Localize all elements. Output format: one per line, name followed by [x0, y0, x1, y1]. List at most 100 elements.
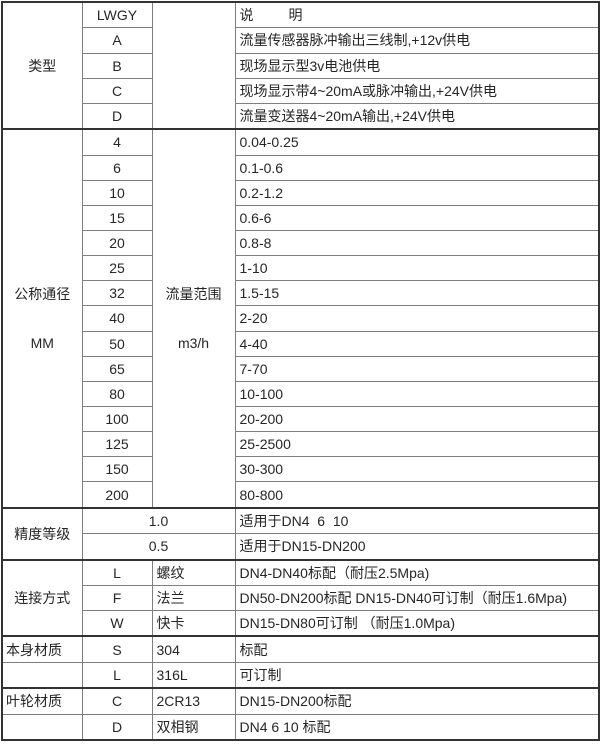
- connection-section-label: 连接方式: [1, 558, 83, 637]
- table-row: F 法兰 DN50-DN200标配 DN15-DN40可订制（耐压1.6Mpa): [2, 584, 600, 612]
- flow-range-cell: 0.04-0.25: [234, 128, 600, 156]
- flow-range-label-line1: 流量范围: [165, 286, 222, 303]
- diameter-label-line2: MM: [30, 334, 54, 351]
- material-desc-cell: 标配: [234, 635, 600, 663]
- table-row: 100 20-200: [2, 405, 600, 433]
- connection-name-cell: 快卡: [151, 610, 236, 637]
- diameter-section-label: 公称通径 MM: [1, 128, 83, 509]
- flow-range-cell: 0.6-6: [234, 204, 600, 231]
- table-row: B 现场显示型3v电池供电: [2, 52, 600, 79]
- flow-range-cell: 7-70: [234, 355, 600, 382]
- type-desc-cell: 流量传感器脉冲输出三线制,+12v供电: [234, 27, 600, 54]
- flow-range-cell: 10-100: [234, 380, 600, 407]
- size-cell: 80: [81, 380, 153, 407]
- flow-range-cell: 25-2500: [234, 431, 600, 458]
- material-code-cell: L: [81, 661, 153, 689]
- table-row: 125 25-2500: [2, 431, 600, 458]
- size-cell: 20: [81, 229, 153, 257]
- type-desc-cell: 流量变送器4~20mA输出,+24V供电: [234, 102, 600, 130]
- table-row: 类型 LWGY 说 明: [1, 1, 600, 130]
- type-code-cell: B: [81, 52, 153, 79]
- size-cell: 40: [81, 305, 153, 332]
- table-row: 公称通径 MM 4 流量范围 m3/h 0.04-0.25: [1, 128, 600, 509]
- table-row: 0.5 适用于DN15-DN200: [2, 533, 600, 560]
- accuracy-section-label: 精度等级: [1, 506, 83, 560]
- size-cell: 6: [81, 154, 153, 181]
- type-code-cell: C: [81, 77, 153, 104]
- material-code-cell: D: [81, 713, 153, 741]
- connection-desc-cell: DN50-DN200标配 DN15-DN40可订制（耐压1.6Mpa): [234, 584, 600, 612]
- table-row: 15 0.6-6: [2, 204, 600, 231]
- material-name-cell: 304: [151, 635, 236, 663]
- table-row: 20 0.8-8: [2, 229, 600, 257]
- size-cell: 200: [81, 481, 153, 509]
- material-empty-label: [1, 661, 83, 689]
- size-cell: 100: [81, 405, 153, 433]
- connection-desc-cell: DN4-DN40标配（耐压2.5Mpa): [234, 558, 600, 586]
- table-row: C 现场显示带4~20mA或脉冲输出,+24V供电: [2, 77, 600, 104]
- flow-range-cell: 1.5-15: [234, 280, 600, 307]
- table-row: 本身材质 S 304 标配: [1, 635, 600, 663]
- table-row: 25 1-10: [2, 255, 600, 282]
- type-code-cell: D: [81, 102, 153, 130]
- flow-range-cell: 1-10: [234, 255, 600, 282]
- table-row: 200 80-800: [2, 481, 600, 509]
- flow-range-cell: 0.8-8: [234, 229, 600, 257]
- flow-range-label-line2: m3/h: [177, 334, 210, 351]
- table-row: 80 10-100: [2, 380, 600, 407]
- flow-range-cell: 30-300: [234, 456, 600, 483]
- size-cell: 150: [81, 456, 153, 483]
- material-name-cell: 316L: [151, 661, 236, 689]
- table-row: 连接方式 L 螺纹 DN4-DN40标配（耐压2.5Mpa): [1, 558, 600, 637]
- flow-range-cell: 4-40: [234, 330, 600, 357]
- accuracy-value-cell: 1.0: [81, 506, 236, 535]
- material-desc-cell: DN4 6 10 标配: [234, 713, 600, 741]
- flow-range-cell: 20-200: [234, 405, 600, 433]
- material-desc-cell: 可订制: [234, 661, 600, 689]
- connection-code-cell: F: [81, 584, 153, 612]
- table-row: 150 30-300: [2, 456, 600, 483]
- type-desc-cell: 现场显示带4~20mA或脉冲输出,+24V供电: [234, 77, 600, 104]
- flow-range-cell: 0.2-1.2: [234, 179, 600, 206]
- table-row: 40 2-20: [2, 305, 600, 332]
- accuracy-value-cell: 0.5: [81, 533, 236, 560]
- material-code-cell: S: [81, 635, 153, 663]
- table-row: 叶轮材质 C 2CR13 DN15-DN200标配: [1, 687, 600, 715]
- flow-range-cell: 0.1-0.6: [234, 154, 600, 181]
- connection-name-cell: 法兰: [151, 584, 236, 612]
- accuracy-desc-cell: 适用于DN4 6 10: [234, 506, 600, 535]
- flow-range-label-cell: 流量范围 m3/h: [151, 128, 236, 509]
- size-cell: 50: [81, 330, 153, 357]
- type-code-cell: A: [81, 27, 153, 54]
- table-row: 6 0.1-0.6: [2, 154, 600, 181]
- connection-code-cell: L: [81, 558, 153, 586]
- table-row: A 流量传感器脉冲输出三线制,+12v供电: [2, 27, 600, 54]
- material-name-cell: 2CR13: [151, 687, 236, 715]
- material-empty-label: [1, 713, 83, 741]
- size-cell: 10: [81, 179, 153, 206]
- impeller-material-label: 叶轮材质: [1, 687, 83, 715]
- flow-range-cell: 2-20: [234, 305, 600, 332]
- connection-name-cell: 螺纹: [151, 558, 236, 586]
- connection-code-cell: W: [81, 610, 153, 637]
- table-row: 10 0.2-1.2: [2, 179, 600, 206]
- flow-range-cell: 80-800: [234, 481, 600, 509]
- type-section-label: 类型: [1, 1, 83, 130]
- table-row: D 流量变送器4~20mA输出,+24V供电: [2, 102, 600, 130]
- type-empty-cell: [151, 1, 236, 130]
- size-cell: 4: [81, 128, 153, 156]
- table-row: W 快卡 DN15-DN80可订制 （耐压1.0Mpa): [2, 610, 600, 637]
- model-header-cell: LWGY: [81, 1, 153, 29]
- table-row: 50 4-40: [2, 330, 600, 357]
- desc-header-cell: 说 明: [234, 1, 600, 29]
- table-row: 精度等级 1.0 适用于DN4 6 10: [1, 506, 600, 560]
- diameter-label-line1: 公称通径: [14, 286, 71, 303]
- size-cell: 25: [81, 255, 153, 282]
- accuracy-desc-cell: 适用于DN15-DN200: [234, 533, 600, 560]
- table-row: 65 7-70: [2, 355, 600, 382]
- material-desc-cell: DN15-DN200标配: [234, 687, 600, 715]
- body-material-label: 本身材质: [1, 635, 83, 663]
- size-cell: 65: [81, 355, 153, 382]
- table-row: 32 1.5-15: [2, 280, 600, 307]
- material-name-cell: 双相钢: [151, 713, 236, 741]
